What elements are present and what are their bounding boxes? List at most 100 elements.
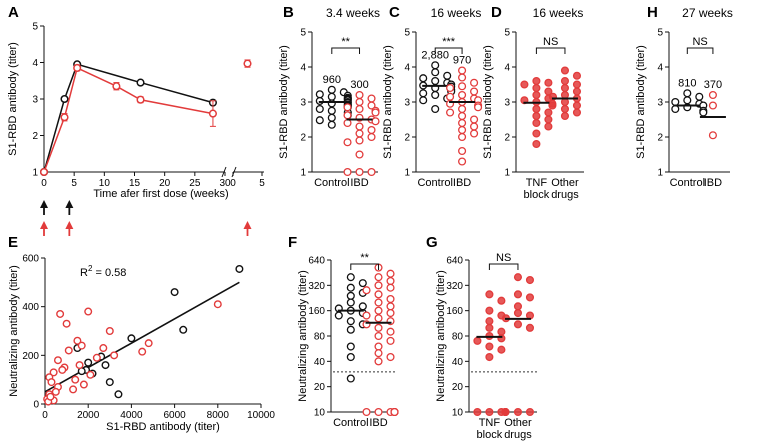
panel-e-ibd-point bbox=[77, 341, 86, 350]
panel-label-C: C bbox=[389, 4, 400, 21]
panel-h-y-label: S1-RBD antibody (titer) bbox=[635, 45, 647, 159]
panel-e-ibd-point bbox=[144, 339, 153, 348]
panel-a-y-tick-label: 5 bbox=[32, 22, 38, 33]
panel-d-other-point bbox=[560, 83, 570, 93]
panel-c-y-tick-label: 1 bbox=[404, 168, 410, 179]
panel-a-y-tick-label: 2 bbox=[32, 131, 38, 142]
panel-a-x-tick-label: 30 bbox=[219, 178, 231, 189]
panel-e-ibd-point bbox=[75, 361, 84, 370]
panel-f-ibd-point bbox=[386, 308, 395, 318]
panel-h-significance-label: NS bbox=[692, 36, 707, 48]
panel-h-control-geomean-label: 810 bbox=[678, 77, 696, 89]
panel-g-tnf-category-label: TNF bbox=[479, 417, 501, 429]
panel-b-ibd-point bbox=[367, 167, 376, 177]
panel-a-ibd-point bbox=[208, 109, 217, 118]
panel-g-other-point bbox=[525, 293, 535, 302]
panel-e-ibd-point bbox=[62, 319, 71, 328]
panel-f-ibd-point bbox=[374, 273, 383, 282]
panel-f-ibd-point bbox=[390, 407, 399, 417]
panel-e-ibd-point bbox=[51, 387, 60, 396]
panel-e-ibd-point bbox=[46, 392, 55, 401]
panel-c-control-point bbox=[443, 71, 452, 80]
panel-h-control-category-label: Control bbox=[670, 177, 705, 189]
panel-f-y-tick-label: 320 bbox=[308, 281, 325, 292]
panel-c-ibd-category-label: IBD bbox=[453, 177, 471, 189]
panel-e-control-point bbox=[105, 378, 114, 387]
panel-b-ibd-point bbox=[355, 167, 364, 177]
panel-a-ibd-point bbox=[112, 82, 121, 91]
panel-g-other-category-label: Other bbox=[504, 417, 532, 429]
panel-b-significance-bracket bbox=[331, 47, 361, 54]
panel-b-control-point bbox=[327, 85, 336, 94]
panel-g-other-point bbox=[525, 407, 535, 417]
panel-f-ibd-point bbox=[386, 352, 395, 362]
panel-e-ibd-point bbox=[47, 378, 56, 387]
panel-a-x-tick-label: 10 bbox=[99, 178, 111, 189]
panel-f-ibd-point bbox=[374, 331, 383, 341]
panel-f-control-point bbox=[346, 273, 355, 282]
panel-f-ibd-point bbox=[374, 349, 383, 358]
panel-g-tnf-point bbox=[497, 327, 506, 336]
panel-e-ibd-point bbox=[58, 365, 67, 374]
panel-h-control-point bbox=[699, 108, 708, 117]
panel-g-significance-bracket bbox=[488, 263, 519, 270]
panel-e-r-squared: R2 = 0.58 bbox=[80, 264, 126, 279]
panel-a-ibd-point bbox=[39, 167, 49, 177]
panel-a-ibd-point bbox=[136, 95, 145, 104]
panel-f-ibd-point bbox=[374, 298, 383, 307]
panel-g-tnf-point bbox=[485, 323, 494, 332]
panel-a-control-point bbox=[60, 94, 69, 104]
panel-b-control-point bbox=[327, 113, 336, 122]
panel-c-ibd-point bbox=[458, 66, 467, 75]
panel-b-control-point bbox=[315, 96, 324, 105]
panel-f-control-point bbox=[334, 311, 343, 320]
panel-e-x-tick-label: 4000 bbox=[120, 410, 143, 421]
panel-c-control-category-label: Control bbox=[417, 177, 452, 189]
panel-f-ibd-point bbox=[374, 407, 383, 417]
panel-f-ibd-point bbox=[386, 283, 395, 292]
panel-g-significance-label: NS bbox=[496, 252, 511, 264]
panel-a-y-tick-label: 3 bbox=[32, 95, 38, 106]
panel-d-y-tick-label: 2 bbox=[504, 133, 510, 144]
panel-f-ibd-point bbox=[374, 306, 383, 315]
panel-f-ibd-point bbox=[374, 281, 383, 290]
panel-c-ibd-point bbox=[458, 125, 467, 135]
panel-e-ibd-point bbox=[53, 356, 62, 365]
panel-d-other-point bbox=[572, 87, 582, 96]
panel-b-y-label: S1-RBD antibody (titer) bbox=[278, 45, 290, 159]
panel-f-control-point bbox=[346, 325, 355, 334]
panel-b-control-point bbox=[315, 116, 324, 125]
panel-c-ibd-point bbox=[474, 103, 483, 112]
panel-f-ibd-point bbox=[386, 269, 395, 278]
panel-h-y-tick-label: 2 bbox=[657, 133, 663, 144]
panel-a-y-label: S1-RBD antibody (titer) bbox=[7, 42, 19, 156]
panel-h-y-tick-label: 4 bbox=[657, 63, 663, 74]
panel-f-ibd-point bbox=[386, 336, 395, 345]
panel-h-y-tick-label: 1 bbox=[657, 168, 663, 179]
panel-f-control-category-label: Control bbox=[333, 417, 368, 429]
panel-d-other-point bbox=[560, 90, 570, 100]
panel-h-control-point bbox=[683, 96, 692, 105]
panel-h-y-tick-label: 3 bbox=[657, 98, 663, 109]
panel-f-y-tick-label: 640 bbox=[308, 256, 325, 267]
panel-label-H: H bbox=[647, 4, 658, 21]
panel-a-control-point bbox=[136, 78, 145, 87]
panel-g-tnf-point bbox=[485, 342, 494, 351]
panel-c-ibd-point bbox=[470, 78, 479, 87]
panel-g-y-tick-label: 10 bbox=[452, 408, 464, 419]
panel-b-control-point bbox=[327, 92, 336, 101]
panel-f-y-tick-label: 40 bbox=[314, 357, 326, 368]
panel-b-significance-label: ** bbox=[341, 36, 350, 48]
panel-g-other-point bbox=[513, 308, 523, 318]
panel-b-ibd-point bbox=[355, 150, 364, 159]
panel-f-control-point bbox=[346, 283, 355, 292]
panel-f-control-point bbox=[346, 342, 355, 351]
dose-arrow-ibd-head bbox=[65, 221, 74, 229]
panel-f-y-label: Neutralizing antibody (titer) bbox=[297, 270, 309, 401]
panel-f-ibd-point bbox=[386, 294, 395, 304]
panel-label-A: A bbox=[8, 4, 19, 21]
panel-d-other-point bbox=[572, 80, 582, 89]
panel-f-control-point bbox=[346, 291, 355, 300]
panel-a-axis-break-mark bbox=[221, 166, 227, 178]
panel-f-significance-bracket bbox=[350, 263, 380, 270]
